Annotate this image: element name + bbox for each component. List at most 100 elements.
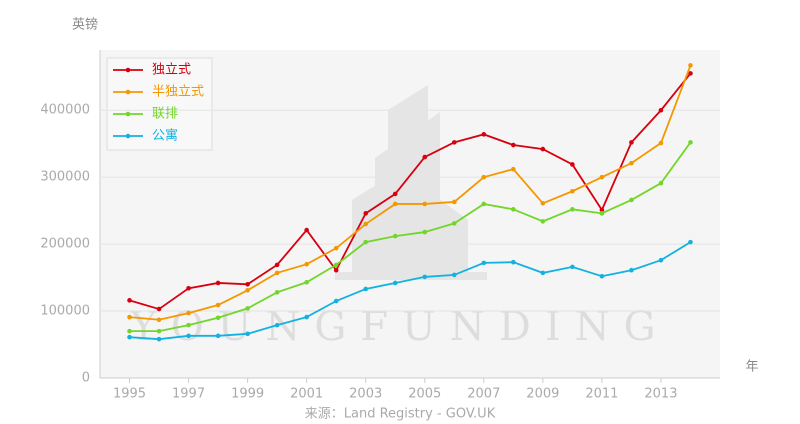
data-point xyxy=(451,199,457,205)
data-point xyxy=(599,273,605,279)
data-point xyxy=(274,270,280,276)
data-point xyxy=(245,288,250,293)
data-point xyxy=(599,174,605,180)
legend-label: 半独立式 xyxy=(152,85,204,100)
data-point xyxy=(127,314,132,320)
data-point xyxy=(274,290,280,295)
data-point xyxy=(363,239,369,245)
x-tick-label: 1999 xyxy=(231,387,264,402)
data-point xyxy=(215,315,221,321)
data-point xyxy=(304,279,309,285)
y-tick-label: 100000 xyxy=(40,304,90,319)
data-point xyxy=(304,314,309,320)
data-point xyxy=(658,140,664,146)
data-point xyxy=(688,71,693,76)
legend-marker xyxy=(125,89,131,95)
data-point xyxy=(304,261,309,267)
data-point xyxy=(156,336,162,342)
series-line xyxy=(129,72,692,311)
data-point xyxy=(127,334,132,340)
legend-label: 公寓 xyxy=(152,128,178,144)
data-point xyxy=(186,322,191,328)
x-tick-label: 2013 xyxy=(644,387,677,402)
data-point xyxy=(481,201,487,207)
y-tick-label: 300000 xyxy=(40,170,90,185)
data-point xyxy=(392,191,398,197)
data-point xyxy=(215,333,221,339)
x-tick-label: 2007 xyxy=(467,387,500,402)
data-point xyxy=(363,286,369,292)
data-point xyxy=(363,211,369,216)
watermark: YOUNGFUNDING xyxy=(129,304,669,350)
data-point xyxy=(658,257,664,263)
data-point xyxy=(629,140,634,145)
data-point xyxy=(599,207,605,213)
data-point xyxy=(363,221,369,227)
data-point xyxy=(333,267,339,273)
data-point xyxy=(570,264,575,270)
data-point xyxy=(245,331,250,337)
data-point xyxy=(481,174,487,180)
x-tick-label: 2001 xyxy=(290,387,323,402)
data-point xyxy=(629,160,634,166)
data-point xyxy=(511,142,516,148)
data-point xyxy=(422,229,428,235)
data-point xyxy=(333,245,339,251)
data-point xyxy=(392,233,398,239)
data-point xyxy=(451,272,457,278)
data-point xyxy=(688,140,693,145)
y-tick-label: 0 xyxy=(82,371,90,386)
data-point xyxy=(304,227,309,233)
data-point xyxy=(540,219,546,224)
data-point xyxy=(511,259,516,265)
legend-box xyxy=(106,57,213,151)
x-tick-label: 2003 xyxy=(349,387,382,402)
data-point xyxy=(511,166,516,172)
data-point xyxy=(215,302,221,308)
data-point xyxy=(688,63,693,68)
data-point xyxy=(156,328,162,334)
data-point xyxy=(540,146,546,152)
data-point xyxy=(392,280,398,286)
y-tick-label: 400000 xyxy=(40,103,90,118)
data-point xyxy=(629,267,634,273)
legend-marker xyxy=(125,67,131,73)
data-point xyxy=(540,270,546,276)
data-point xyxy=(245,306,250,311)
data-point xyxy=(688,239,693,245)
data-point xyxy=(451,140,457,145)
data-point xyxy=(570,207,575,212)
data-point xyxy=(274,322,280,328)
data-point xyxy=(451,221,457,226)
data-point xyxy=(481,260,487,266)
data-point xyxy=(127,298,132,303)
data-point xyxy=(570,162,575,167)
y-tick-label: 200000 xyxy=(40,237,90,252)
data-point xyxy=(481,132,487,137)
data-point xyxy=(658,107,664,113)
data-point xyxy=(186,310,191,316)
data-point xyxy=(422,154,428,160)
x-tick-label: 1995 xyxy=(113,387,146,402)
series-line xyxy=(129,65,692,321)
x-axis-label: 年 xyxy=(745,360,758,375)
data-point xyxy=(333,298,339,304)
data-point xyxy=(570,188,575,194)
data-point xyxy=(511,207,516,212)
data-point xyxy=(186,333,191,339)
data-point xyxy=(333,262,339,268)
series-line xyxy=(129,241,691,341)
x-tick-label: 2011 xyxy=(585,387,618,402)
data-point xyxy=(127,328,132,334)
data-point xyxy=(274,262,280,268)
data-point xyxy=(629,197,634,203)
data-point xyxy=(186,286,191,291)
data-point xyxy=(245,281,250,287)
legend-label: 联排 xyxy=(152,107,178,122)
series-line xyxy=(129,141,692,333)
data-point xyxy=(215,280,221,286)
data-point xyxy=(422,201,428,207)
legend-marker xyxy=(125,111,131,117)
source: 来源：Land Registry - GOV.UK xyxy=(305,407,496,422)
